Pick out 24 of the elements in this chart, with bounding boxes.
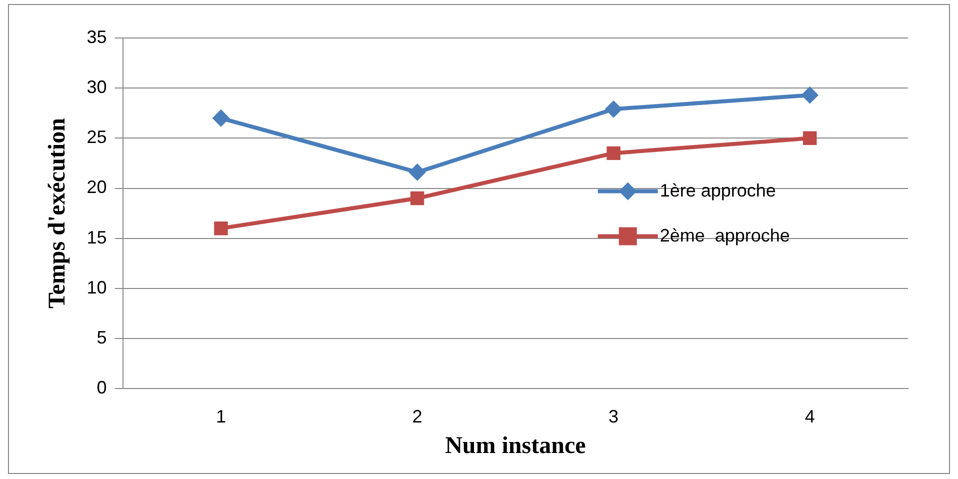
y-tick-label: 25 (86, 127, 107, 148)
y-axis-title: Temps d'exécution (44, 118, 71, 309)
point (410, 191, 424, 206)
x-tick-label: 1 (216, 406, 226, 426)
y-tick-label: 5 (96, 327, 107, 348)
y-tick-label: 0 (96, 378, 107, 398)
point (212, 110, 230, 127)
y-tick-label: 35 (86, 26, 107, 47)
y-tick-label: 30 (86, 77, 107, 98)
point (214, 221, 228, 236)
point (408, 164, 426, 181)
point (606, 146, 620, 160)
y-tick-label: 15 (86, 227, 107, 248)
legend-label: 2ème approche (660, 225, 790, 246)
y-tick-label: 20 (86, 177, 107, 198)
y-tick-label: 10 (86, 277, 107, 298)
x-axis-title: Num instance (445, 432, 586, 459)
legend-label: 1ère approche (660, 180, 776, 200)
point (605, 100, 622, 118)
x-tick-label: 3 (608, 406, 619, 426)
x-tick-label: 4 (804, 406, 815, 426)
x-tick-label: 2 (412, 406, 422, 426)
point (802, 131, 817, 146)
point (801, 86, 818, 104)
